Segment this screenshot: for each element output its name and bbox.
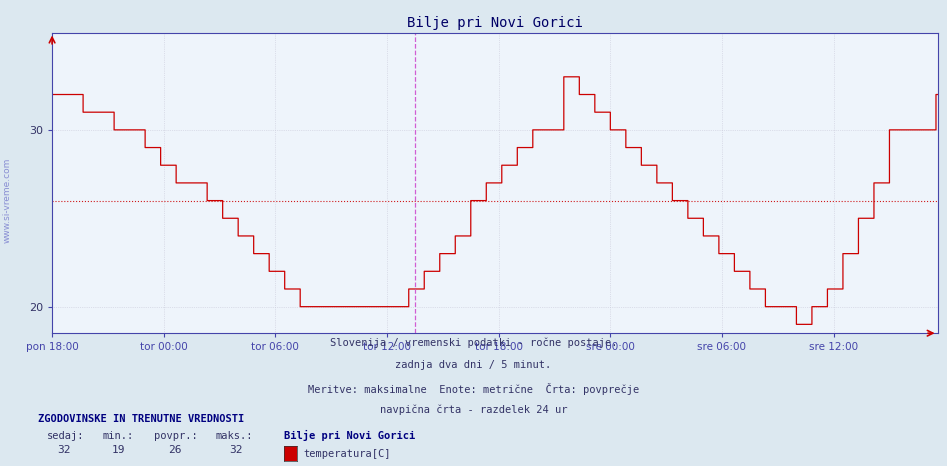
Text: povpr.:: povpr.: xyxy=(154,431,198,441)
Text: zadnja dva dni / 5 minut.: zadnja dva dni / 5 minut. xyxy=(396,360,551,370)
Title: Bilje pri Novi Gorici: Bilje pri Novi Gorici xyxy=(407,16,582,30)
Text: maks.:: maks.: xyxy=(216,431,254,441)
Text: min.:: min.: xyxy=(102,431,134,441)
Text: navpična črta - razdelek 24 ur: navpična črta - razdelek 24 ur xyxy=(380,405,567,416)
Text: ZGODOVINSKE IN TRENUTNE VREDNOSTI: ZGODOVINSKE IN TRENUTNE VREDNOSTI xyxy=(38,414,244,424)
Text: Bilje pri Novi Gorici: Bilje pri Novi Gorici xyxy=(284,430,416,441)
Text: Meritve: maksimalne  Enote: metrične  Črta: povprečje: Meritve: maksimalne Enote: metrične Črta… xyxy=(308,383,639,395)
Text: 19: 19 xyxy=(112,445,125,455)
Text: Slovenija / vremenski podatki - ročne postaje.: Slovenija / vremenski podatki - ročne po… xyxy=(330,338,617,349)
Text: 32: 32 xyxy=(229,445,242,455)
Text: 26: 26 xyxy=(169,445,182,455)
Text: sedaj:: sedaj: xyxy=(47,431,85,441)
Text: temperatura[C]: temperatura[C] xyxy=(303,449,390,459)
Text: www.si-vreme.com: www.si-vreme.com xyxy=(3,158,12,243)
Text: 32: 32 xyxy=(57,445,70,455)
